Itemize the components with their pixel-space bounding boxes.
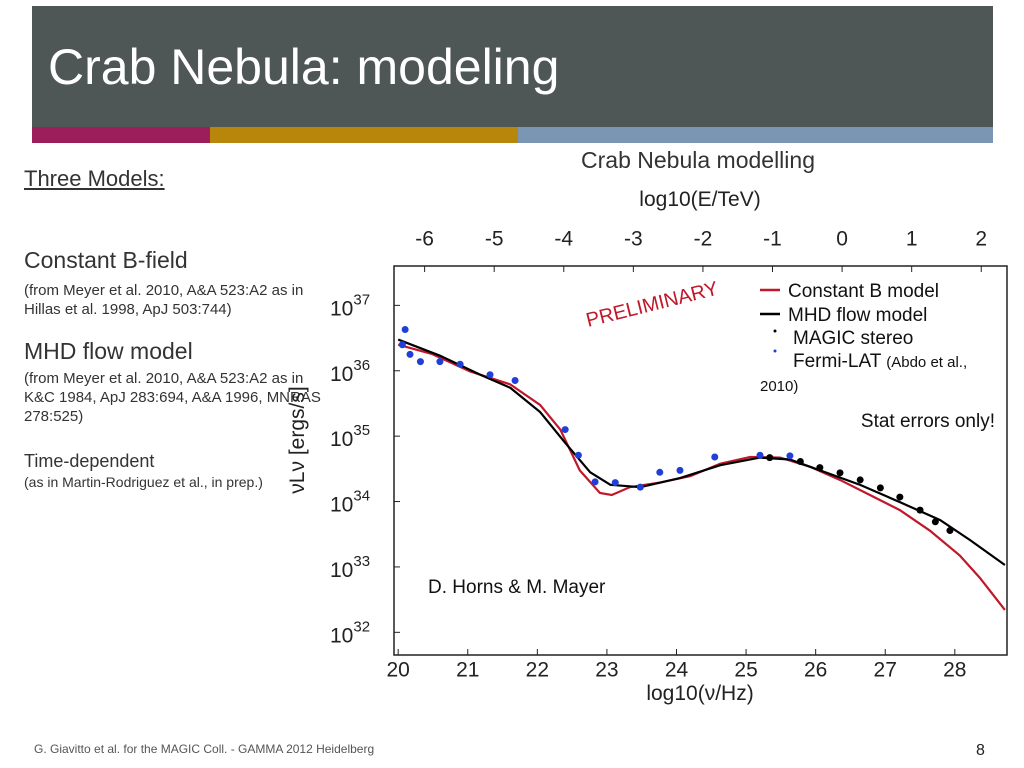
y-tick-exponent: 33 <box>353 553 370 570</box>
y-tick-label: 1033 <box>330 553 370 582</box>
model-ref: (as in Martin-Rodriguez et al., in prep.… <box>24 474 263 490</box>
x-tick-label: 20 <box>386 659 409 682</box>
legend-label: Fermi-LAT <box>793 351 881 372</box>
legend-swatch <box>773 329 777 333</box>
x2-tick-label: -4 <box>554 228 573 251</box>
y-tick-base: 10 <box>330 363 353 386</box>
y-tick-base: 10 <box>330 494 353 517</box>
header-bar <box>32 6 993 127</box>
model-curve <box>397 343 1006 611</box>
x-axis-label: log10(ν/Hz) <box>646 682 753 705</box>
data-point <box>836 469 844 477</box>
legend-label: Constant B model <box>788 281 939 302</box>
y-tick-base: 10 <box>330 559 353 582</box>
model-name: Time-dependent <box>24 451 155 471</box>
data-point <box>946 527 954 535</box>
stripe <box>210 127 518 143</box>
footer: G. Giavitto et al. for the MAGIC Coll. -… <box>34 742 375 756</box>
data-point <box>711 453 719 461</box>
stripe <box>518 127 993 143</box>
data-point <box>636 483 644 491</box>
legend-label: MAGIC stereo <box>793 328 913 349</box>
data-point <box>561 426 569 434</box>
legend-note: (Abdo et al., 2010) <box>760 354 968 395</box>
model-ref: (from Meyer et al. 2010, A&A 523:A2 as i… <box>24 370 321 425</box>
x-tick-label: 27 <box>874 659 897 682</box>
data-point <box>916 506 924 514</box>
x2-tick-label: 0 <box>836 228 848 251</box>
data-point <box>816 464 824 472</box>
model-name: Constant B-field <box>24 247 188 273</box>
x2-axis-label: log10(E/TeV) <box>639 188 760 211</box>
x-tick-label: 21 <box>456 659 479 682</box>
x-tick-label: 24 <box>665 659 689 682</box>
x2-tick-label: -6 <box>415 228 434 251</box>
y-tick-label: 1035 <box>330 422 370 451</box>
x-tick-label: 26 <box>804 659 827 682</box>
x2-tick-label: -2 <box>694 228 713 251</box>
model-name: MHD flow model <box>24 338 193 364</box>
model-ref: (from Meyer et al. 2010, A&A 523:A2 as i… <box>24 282 304 318</box>
data-point <box>511 376 519 384</box>
legend-label: MHD flow model <box>788 305 927 326</box>
annotation: PRELIMINARY <box>584 278 721 332</box>
x-tick-label: 28 <box>943 659 966 682</box>
data-point <box>896 493 904 501</box>
y-tick-exponent: 32 <box>353 618 370 635</box>
data-point <box>756 451 764 459</box>
slide-title: Crab Nebula: modeling <box>48 39 560 95</box>
x2-tick-label: -3 <box>624 228 643 251</box>
plot-frame <box>393 265 1008 656</box>
y-tick-base: 10 <box>330 428 353 451</box>
legend-swatch <box>773 349 777 353</box>
y-tick-exponent: 35 <box>353 422 370 439</box>
data-point <box>656 468 664 476</box>
annotation: D. Horns & M. Mayer <box>428 577 606 598</box>
x2-tick-label: -5 <box>485 228 504 251</box>
y-tick-label: 1032 <box>330 618 370 647</box>
data-point <box>401 326 409 334</box>
legend-entry: Fermi-LAT (Abdo et al., 2010) <box>760 350 1000 398</box>
x2-tick-label: 1 <box>906 228 918 251</box>
data-point <box>676 466 684 474</box>
y-tick-label: 1037 <box>330 291 370 320</box>
data-point <box>786 452 794 460</box>
data-point <box>436 358 444 366</box>
data-point <box>574 451 582 459</box>
data-point <box>456 360 464 368</box>
data-point <box>398 341 406 349</box>
y-axis-label: νLν [ergs/s] <box>286 386 309 493</box>
x-tick-label: 22 <box>526 659 549 682</box>
page-number: 8 <box>976 742 985 759</box>
x-tick-label: 25 <box>734 659 757 682</box>
heading: Three Models: <box>24 166 165 191</box>
y-tick-label: 1036 <box>330 357 370 386</box>
data-point <box>931 518 939 526</box>
y-tick-base: 10 <box>330 297 353 320</box>
stripe <box>32 127 210 143</box>
y-tick-label: 1034 <box>330 488 370 517</box>
y-tick-base: 10 <box>330 624 353 647</box>
data-point <box>766 454 774 462</box>
x2-tick-label: 2 <box>975 228 987 251</box>
y-tick-exponent: 37 <box>353 291 370 308</box>
data-point <box>856 476 864 484</box>
x2-tick-label: -1 <box>763 228 782 251</box>
x-tick-label: 23 <box>595 659 618 682</box>
model-curve <box>397 338 1006 566</box>
y-tick-exponent: 36 <box>353 357 370 374</box>
data-point <box>486 371 494 379</box>
data-point <box>876 484 884 492</box>
data-point <box>406 350 414 358</box>
data-point <box>591 478 599 486</box>
data-point <box>416 358 424 366</box>
data-point <box>611 479 619 487</box>
data-point <box>796 457 804 465</box>
annotation: Stat errors only! <box>861 411 995 432</box>
chart-title: Crab Nebula modelling <box>581 147 815 173</box>
y-tick-exponent: 34 <box>353 488 370 505</box>
